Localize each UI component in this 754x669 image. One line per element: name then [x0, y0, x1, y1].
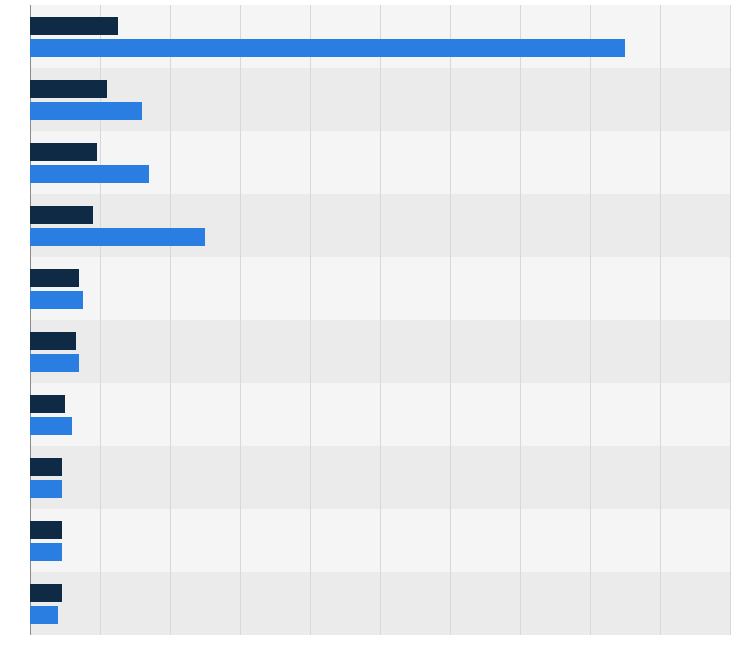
gridline	[100, 5, 101, 635]
chart-container	[0, 0, 754, 669]
bar	[30, 206, 93, 224]
bar	[30, 228, 205, 246]
gridline	[660, 5, 661, 635]
gridline	[240, 5, 241, 635]
bar	[30, 458, 62, 476]
bar	[30, 417, 72, 435]
bar	[30, 606, 58, 624]
bar	[30, 480, 62, 498]
bar	[30, 17, 118, 35]
bar	[30, 354, 79, 372]
y-axis	[30, 5, 31, 635]
bar	[30, 143, 97, 161]
bar	[30, 332, 76, 350]
bar	[30, 80, 107, 98]
gridline	[380, 5, 381, 635]
bar	[30, 291, 83, 309]
bar	[30, 543, 62, 561]
bar	[30, 395, 65, 413]
plot-area	[30, 5, 730, 635]
bar	[30, 102, 142, 120]
bar	[30, 269, 79, 287]
bar	[30, 165, 149, 183]
gridline	[730, 5, 731, 635]
gridline	[520, 5, 521, 635]
gridline	[170, 5, 171, 635]
gridline	[450, 5, 451, 635]
gridline	[590, 5, 591, 635]
bar	[30, 521, 62, 539]
bar	[30, 584, 62, 602]
gridline	[310, 5, 311, 635]
bar	[30, 39, 625, 57]
